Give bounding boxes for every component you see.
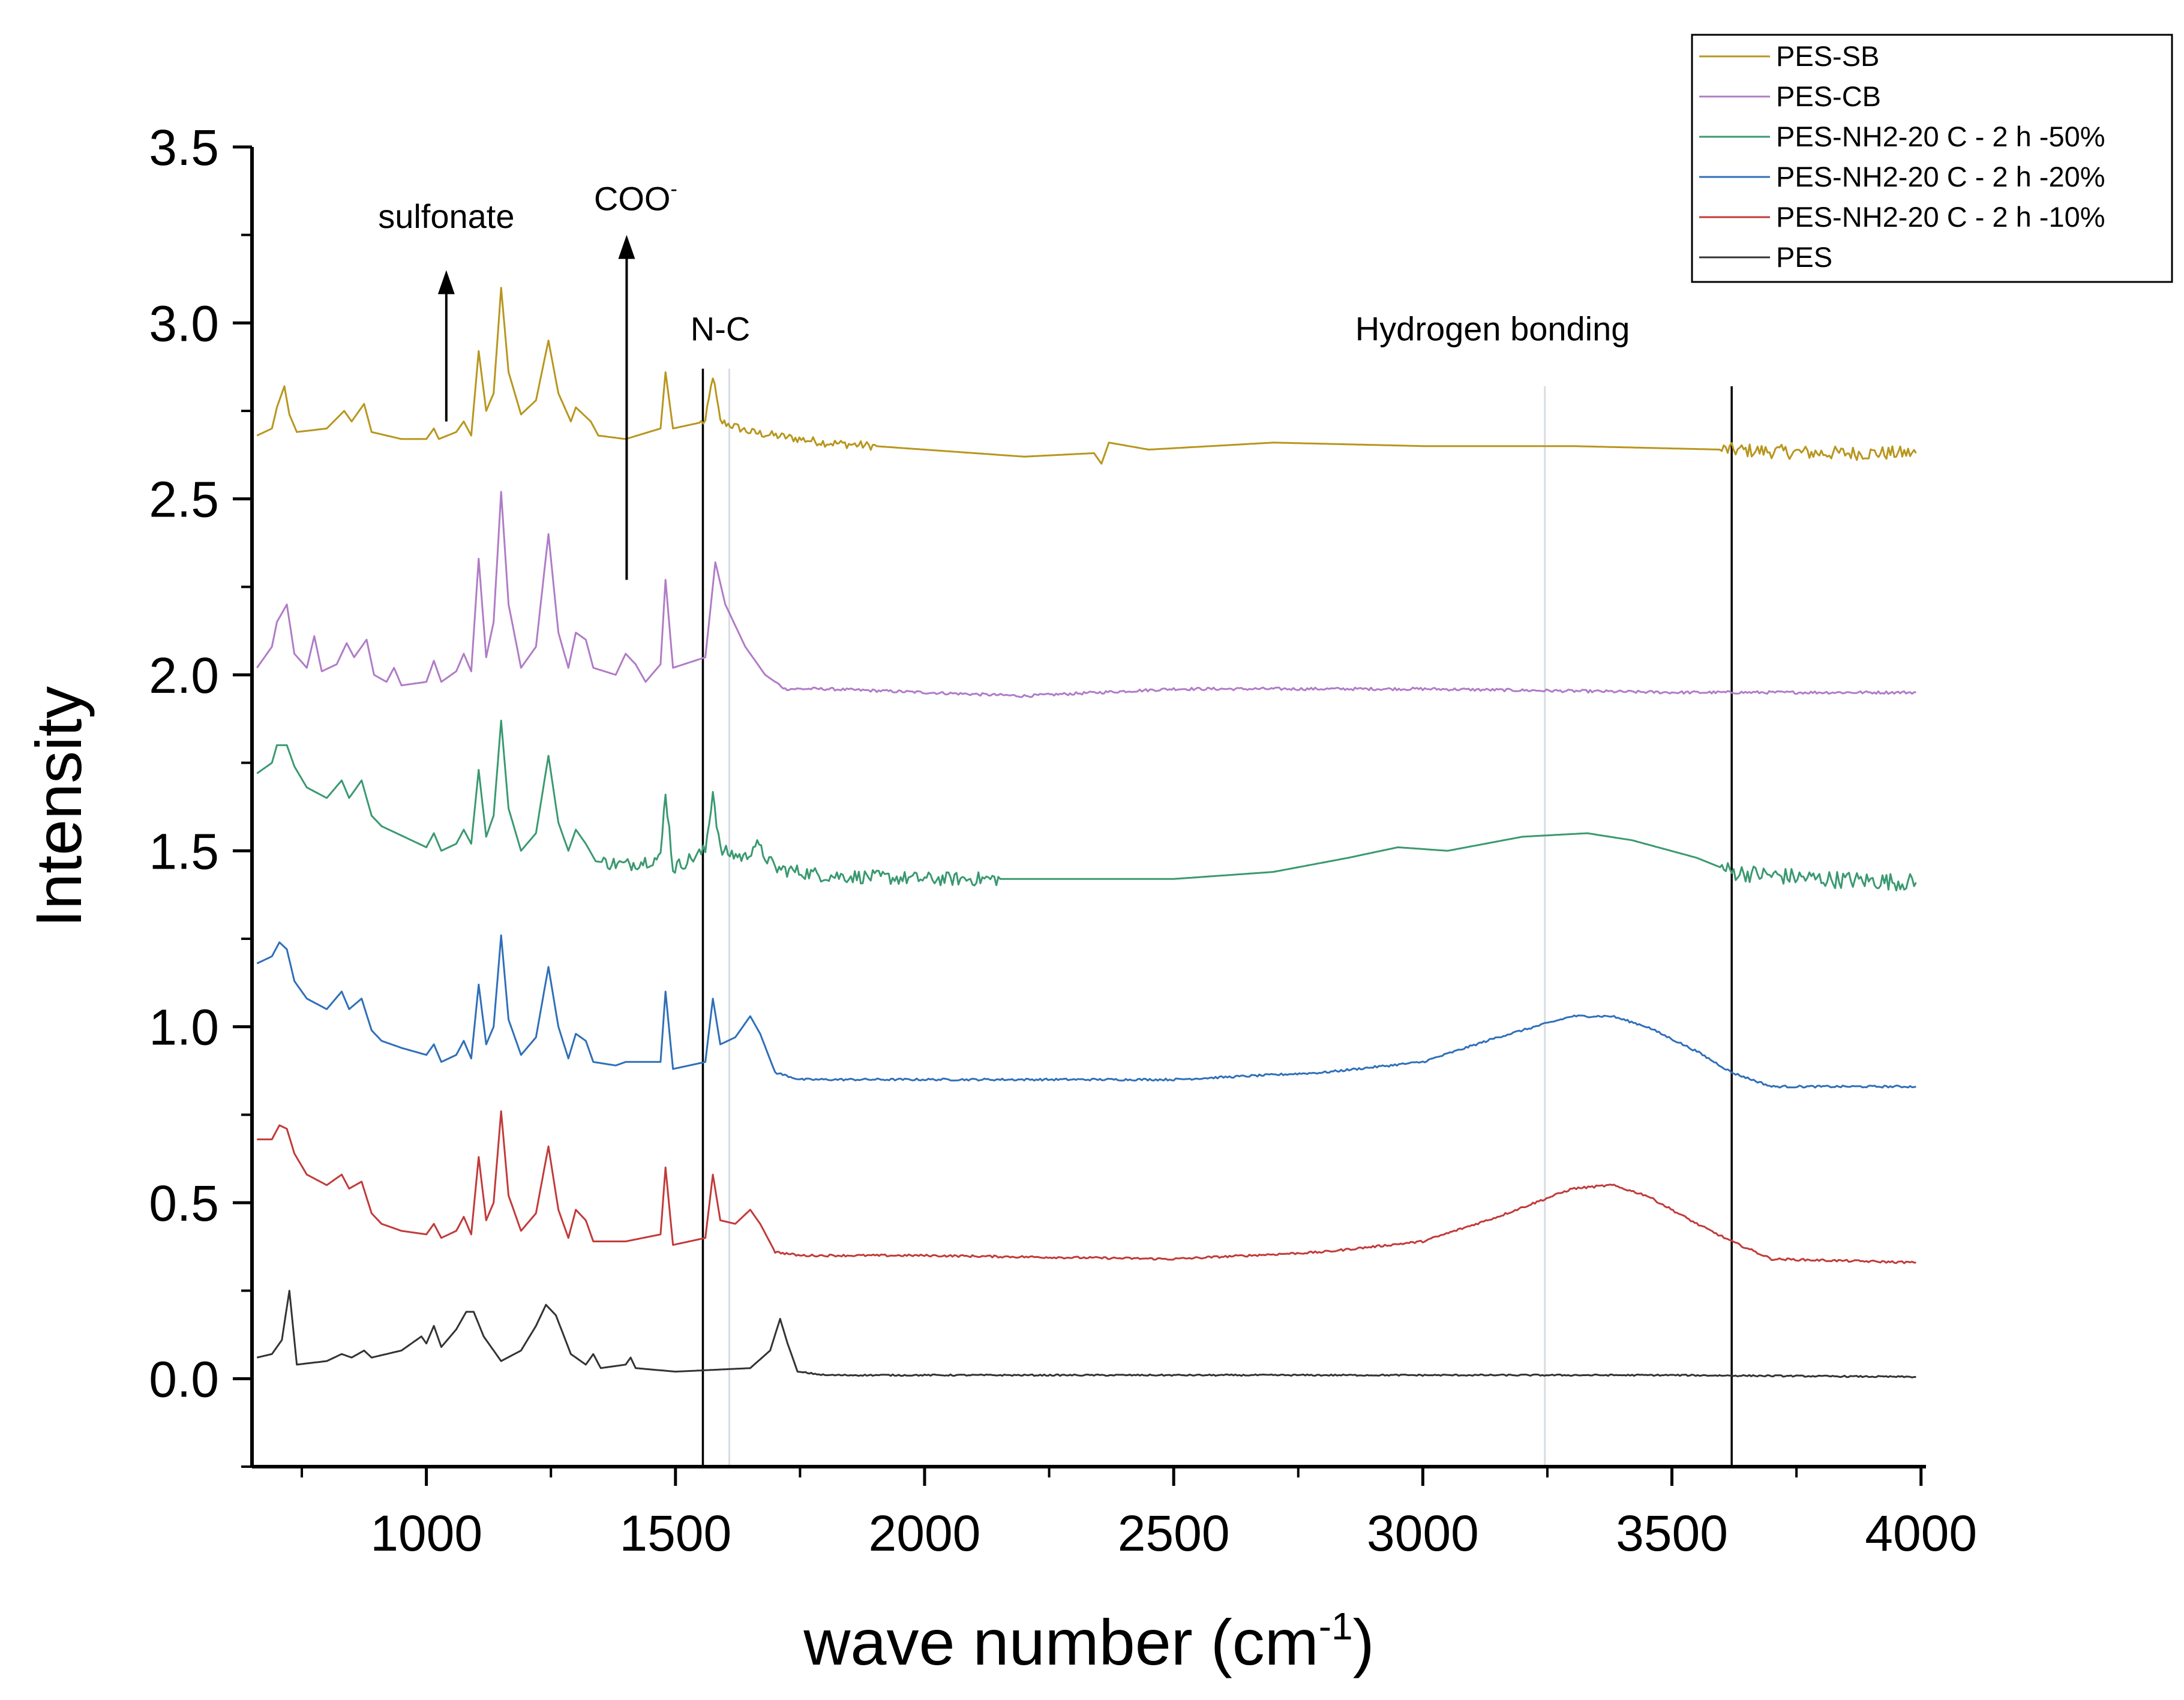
x-tick-label: 3000 — [1367, 1505, 1479, 1561]
axes: 1000 1500 2000 2500 3000 3500 4000 0.0 0.5 1.0 1.… — [149, 119, 1977, 1561]
x-ticks: 1000 1500 2000 2500 3000 3500 4000 — [301, 1467, 1977, 1561]
legend-label: PES-NH2-20 C - 2 h -50% — [1776, 121, 2105, 152]
legend-label: PES-NH2-20 C - 2 h -10% — [1776, 201, 2105, 233]
x-tick-label: 1000 — [370, 1505, 482, 1561]
legend: PES-SB PES-CB PES-NH2-20 C - 2 h -50% PES-N… — [1691, 34, 2173, 283]
y-tick-label: 1.0 — [149, 999, 219, 1056]
series-line-3 — [256, 934, 1916, 1089]
y-axis-title: Intensity — [22, 686, 95, 927]
series-line-0 — [256, 287, 1917, 465]
series-line-5 — [256, 1290, 1916, 1378]
series-line-1 — [256, 491, 1916, 698]
x-tick-label: 3500 — [1616, 1505, 1728, 1561]
x-tick-label: 1500 — [619, 1505, 731, 1561]
annotation-label: Hydrogen bonding — [1355, 310, 1630, 348]
series-layer — [256, 287, 1917, 1378]
annotation-label: COO- — [594, 178, 677, 218]
legend-label: PES-CB — [1776, 80, 1881, 112]
series-line-4 — [257, 1110, 1916, 1265]
x-tick-label: 2500 — [1118, 1505, 1230, 1561]
x-axis-title: wave number (cm-1) — [803, 1605, 1374, 1678]
annotation-arrow-head — [618, 235, 635, 259]
legend-label: PES — [1776, 241, 1832, 273]
annotation-label: sulfonate — [378, 197, 514, 235]
series-line-2 — [256, 719, 1917, 891]
annotations: sulfonate COO- N-C Hydrogen bonding — [378, 178, 1630, 580]
annotation-arrow-head — [437, 270, 455, 295]
y-tick-label: 0.0 — [149, 1351, 219, 1407]
annotation-label: N-C — [691, 310, 751, 348]
y-tick-label: 3.0 — [149, 295, 219, 352]
legend-label: PES-NH2-20 C - 2 h -20% — [1776, 161, 2105, 193]
x-tick-label: 4000 — [1865, 1505, 1977, 1561]
y-tick-label: 2.0 — [149, 647, 219, 704]
y-tick-label: 2.5 — [149, 471, 219, 528]
x-tick-label: 2000 — [869, 1505, 981, 1561]
y-ticks: 0.0 0.5 1.0 1.5 2.0 2.5 3.0 3.5 — [149, 119, 252, 1468]
reference-lines — [701, 368, 1733, 1467]
y-tick-label: 0.5 — [149, 1175, 219, 1232]
legend-box — [1691, 34, 2173, 283]
y-tick-label: 3.5 — [149, 119, 219, 176]
y-tick-label: 1.5 — [149, 823, 219, 879]
legend-label: PES-SB — [1776, 40, 1879, 72]
